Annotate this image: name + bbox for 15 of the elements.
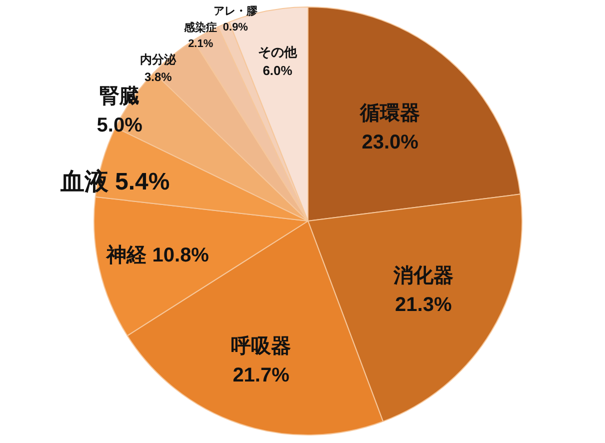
slice-label: 消化器: [392, 265, 454, 288]
data-label: 3.8%: [144, 70, 172, 84]
slice-label: 感染症: [183, 20, 218, 34]
slice-label: その他: [258, 44, 298, 60]
data-label: 2.1%: [188, 38, 214, 50]
slice-label: 内分泌: [140, 52, 178, 67]
slice-label: アレ・膠: [213, 6, 258, 18]
slice-label: 循環器: [359, 102, 420, 124]
data-label: 6.0%: [262, 63, 293, 78]
slice-label: 呼吸器: [231, 334, 292, 358]
data-label: 21.3%: [395, 294, 452, 316]
slice-label: 神経 10.8%: [106, 244, 210, 267]
data-label: 0.9%: [222, 22, 248, 34]
data-label: 21.7%: [232, 364, 290, 386]
data-label: 23.0%: [362, 131, 419, 154]
